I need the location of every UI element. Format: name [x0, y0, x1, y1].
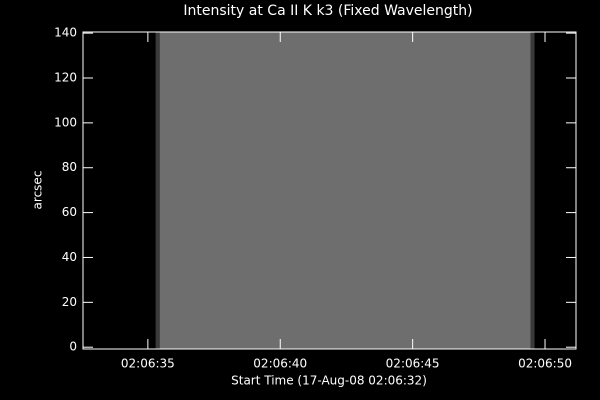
image-edge [530, 32, 535, 349]
x-axis-label: Start Time (17-Aug-08 02:06:32) [231, 374, 427, 388]
y-tick-label: 120 [54, 70, 77, 84]
x-tick-label: 02:06:35 [121, 357, 175, 371]
y-tick-label: 40 [62, 250, 77, 264]
y-tick-label: 100 [54, 115, 77, 129]
y-tick-label: 0 [69, 340, 77, 354]
y-tick-label: 20 [62, 295, 77, 309]
y-axis-label: arcsec [31, 171, 45, 210]
x-tick-label: 02:06:40 [253, 357, 307, 371]
plot-frame [82, 31, 577, 350]
x-tick-label: 02:06:50 [518, 357, 572, 371]
chart-title: Intensity at Ca II K k3 (Fixed Wavelengt… [183, 3, 472, 19]
image [155, 32, 535, 349]
y-tick-label: 80 [62, 160, 77, 174]
image-edge [155, 32, 160, 349]
y-tick-label: 140 [54, 26, 77, 40]
y-tick-label: 60 [62, 205, 77, 219]
x-tick-label: 02:06:45 [386, 357, 440, 371]
